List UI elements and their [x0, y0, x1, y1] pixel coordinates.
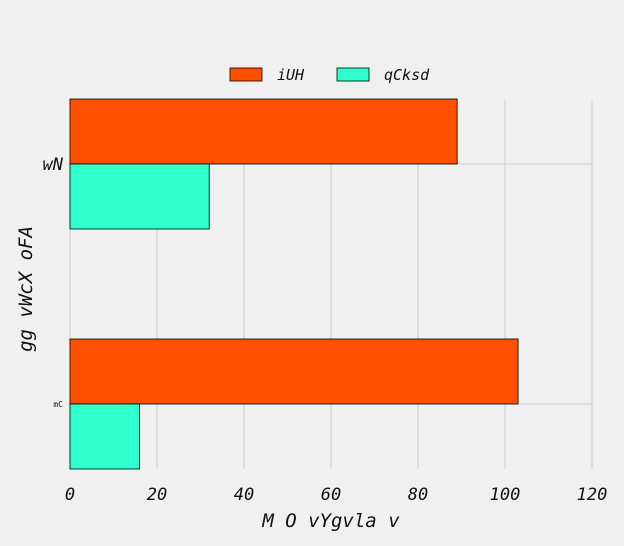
x-tick-label-6: 120	[577, 485, 608, 505]
legend: iUH qCksd	[229, 66, 430, 84]
legend-swatch-series-2	[336, 67, 370, 82]
bar-iUH-wN	[69, 98, 458, 165]
legend-label-series-1: iUH	[277, 66, 305, 84]
bars	[69, 98, 519, 470]
bar-qCksd-mC	[69, 403, 140, 470]
x-axis-ticks: 0 20 40 60 80 100 120	[65, 485, 607, 505]
y-tick-label-1: mC	[53, 400, 63, 409]
x-tick-label-1: 20	[147, 485, 167, 505]
y-tick-label-0: wN	[43, 155, 64, 175]
legend-swatch-series-1	[229, 67, 263, 82]
y-axis-label: gg vWcX oFA	[15, 226, 37, 352]
legend-label-series-2: qCksd	[384, 66, 430, 84]
x-tick-label-0: 0	[65, 485, 75, 505]
y-axis-ticks: wN mC	[43, 155, 64, 409]
x-tick-label-2: 40	[234, 485, 254, 505]
x-tick-label-5: 100	[490, 485, 521, 505]
bar-qCksd-wN	[69, 163, 210, 230]
x-tick-label-4: 80	[408, 485, 428, 505]
x-tick-label-3: 60	[321, 485, 341, 505]
bar-iUH-mC	[69, 338, 519, 405]
x-axis-label: M O vYgvla v	[261, 510, 400, 532]
